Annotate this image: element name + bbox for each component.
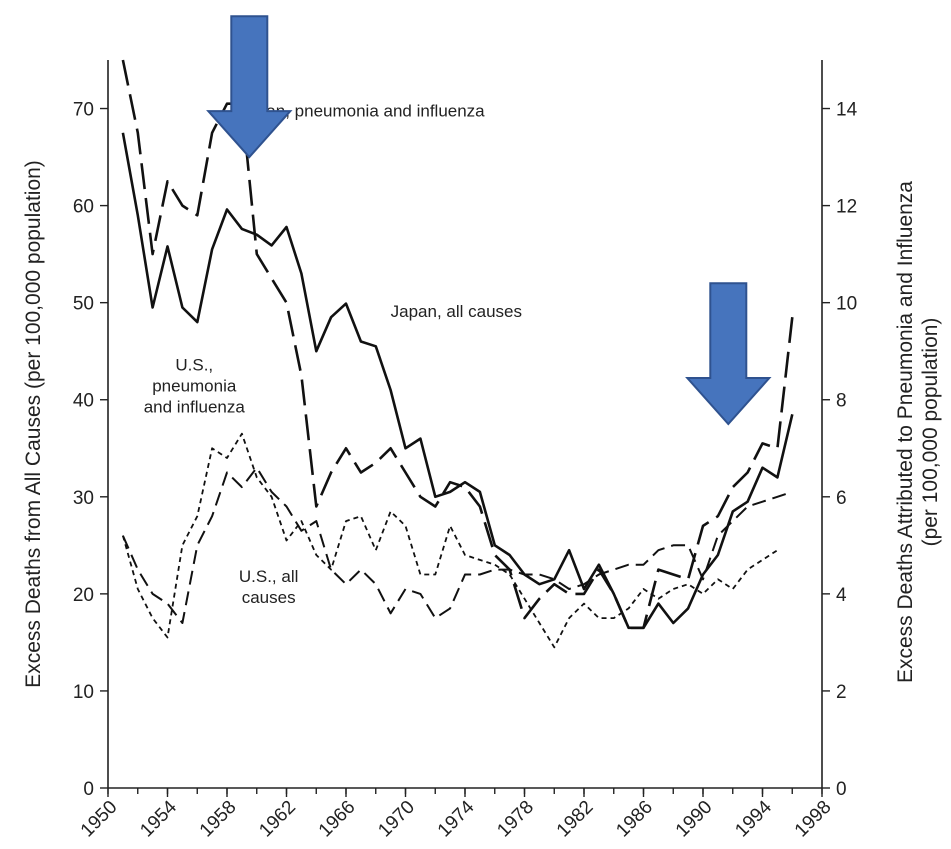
y-right-tick-label: 14 — [836, 100, 858, 121]
annotations: Japan, pneumonia and influenza Japan, all… — [144, 101, 522, 607]
y-right-tick-label: 10 — [836, 294, 857, 315]
annotation-us_pi-line: and influenza — [144, 398, 246, 417]
annotation-us_all-line: U.S., all — [239, 567, 299, 586]
y-right-tick-label: 12 — [836, 197, 857, 218]
series-lines — [121, 59, 794, 649]
y-left-tick-label: 0 — [83, 779, 94, 800]
x-tick-label: 1982 — [553, 797, 598, 842]
x-tick-label: 1954 — [136, 796, 181, 841]
y-axis-right-subtitle: (per 100,000 population) — [919, 318, 942, 547]
x-tick-label: 1974 — [434, 796, 479, 841]
y-right-tick-label: 0 — [836, 779, 847, 800]
y-left-tick-label: 60 — [73, 197, 94, 218]
annotation-jp_all-line: Japan, all causes — [391, 302, 522, 321]
x-tick-label: 1986 — [612, 797, 657, 842]
y-axis-right-title: Excess Deaths Attributed to Pneumonia an… — [894, 181, 917, 683]
x-tick-label: 1970 — [374, 797, 419, 842]
y-left-tick-label: 20 — [73, 585, 94, 606]
x-tick-label: 1966 — [315, 797, 360, 842]
x-tick-label: 1994 — [731, 796, 776, 841]
y-left-tick-label: 50 — [73, 294, 94, 315]
y-left-tick-label: 30 — [73, 488, 94, 509]
x-tick-label: 1958 — [196, 797, 241, 842]
highlight-arrows — [206, 15, 772, 426]
y-right-tick-label: 4 — [836, 585, 847, 606]
down-arrow-icon — [206, 15, 293, 159]
y-right-tick-label: 2 — [836, 682, 847, 703]
series-line-us_pi — [121, 466, 793, 624]
axes: 0 10 20 30 40 50 60 70 0 2 4 6 8 10 12 14 1950 1954 1958 19… — [73, 60, 858, 841]
x-tick-label: 1998 — [791, 797, 836, 842]
y-left-tick-label: 70 — [73, 100, 94, 121]
x-tick-label: 1990 — [672, 797, 717, 842]
annotation-us_pi-line: pneumonia — [152, 377, 237, 396]
series-line-japan_all — [121, 132, 794, 630]
y-axis-left-title: Excess Deaths from All Causes (per 100,0… — [22, 160, 45, 688]
y-right-tick-label: 6 — [836, 488, 847, 509]
annotation-us_pi-line: U.S., — [175, 356, 213, 375]
series-line-japan_pi — [121, 59, 794, 630]
down-arrow-icon — [685, 282, 772, 426]
x-tick-label: 1962 — [255, 797, 300, 842]
annotation-jp_pi-line: Japan, pneumonia and influenza — [239, 101, 485, 120]
x-tick-label: 1978 — [493, 797, 538, 842]
y-left-tick-label: 40 — [73, 391, 94, 412]
series-line-us_all — [122, 432, 778, 649]
x-tick-label: 1950 — [77, 797, 122, 842]
annotation-us_all-line: causes — [242, 588, 296, 607]
y-left-tick-label: 10 — [73, 682, 94, 703]
y-right-tick-label: 8 — [836, 391, 847, 412]
